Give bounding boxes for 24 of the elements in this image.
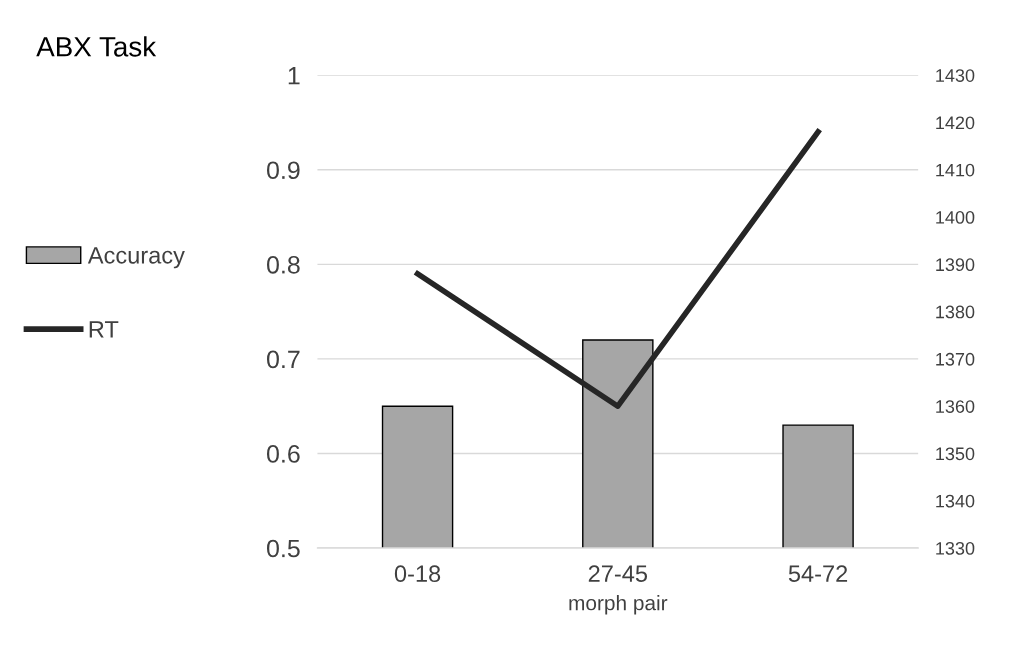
y2-tick-label: 1430	[936, 69, 975, 82]
x-axis-title: morph pair	[569, 595, 668, 615]
y2-tick-label: 1370	[936, 352, 975, 366]
x-tick-label: 0-18	[394, 565, 441, 583]
x-tick-label: 27-45	[588, 565, 648, 583]
y2-tick-label: 1360	[936, 400, 975, 413]
y2-tick-label: 1340	[936, 494, 975, 508]
y-tick-label: 0.6	[267, 445, 300, 463]
y-tick-label: 0.9	[267, 161, 300, 180]
y-tick-label: 0.5	[267, 539, 300, 558]
legend-label: RT	[89, 321, 119, 338]
legend-label: Accuracy	[87, 247, 185, 269]
y2-tick-label: 1330	[936, 541, 975, 555]
y-tick-label: 1	[288, 67, 300, 85]
y-tick-label: 0.7	[267, 350, 300, 369]
x-tick-label: 54-72	[788, 565, 848, 583]
y2-tick-label: 1350	[936, 447, 975, 461]
y-tick-label: 0.8	[267, 255, 300, 274]
y2-tick-label: 1380	[936, 305, 975, 319]
chart-title: ABX Task	[36, 36, 157, 57]
y2-tick-label: 1390	[936, 258, 975, 272]
y2-tick-label: 1400	[936, 211, 975, 224]
y2-tick-label: 1410	[936, 163, 975, 177]
y2-tick-label: 1420	[936, 116, 975, 130]
